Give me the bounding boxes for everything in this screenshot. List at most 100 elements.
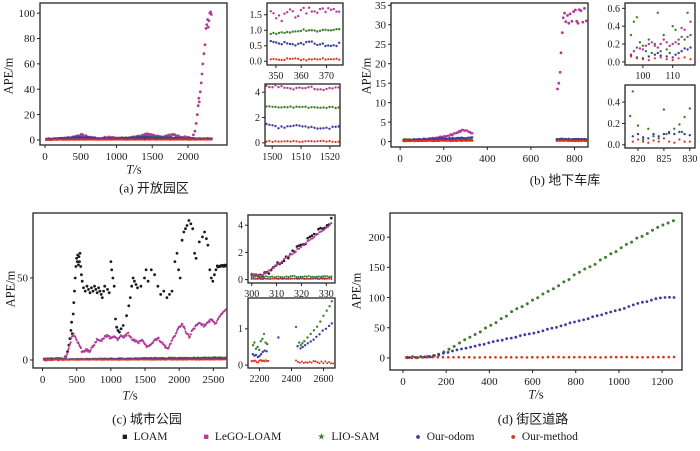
svg-text:0: 0 (381, 136, 387, 148)
legend-item-our-method: ● Our-method (510, 431, 577, 443)
svg-text:500: 500 (68, 374, 85, 386)
svg-text:0: 0 (397, 153, 403, 165)
svg-text:1510: 1510 (291, 152, 311, 163)
svg-text:2500: 2500 (202, 374, 225, 386)
svg-text:0.2: 0.2 (608, 119, 621, 130)
legend-item-loam: ■ LOAM (122, 431, 167, 443)
svg-text:0.4: 0.4 (608, 97, 621, 108)
y-axis-label-d: APE/m (349, 272, 364, 310)
svg-text:2200: 2200 (250, 374, 270, 385)
y-axis-label-b: APE/m (359, 57, 374, 95)
svg-text:1000: 1000 (106, 151, 129, 163)
svg-text:50: 50 (17, 273, 29, 285)
svg-text:2000: 2000 (177, 151, 200, 163)
y-axis-label-c: APE/m (3, 270, 18, 308)
legend-item-lego-loam: ■ LeGO-LOAM (203, 431, 281, 443)
svg-text:0: 0 (23, 355, 29, 367)
svg-text:1500: 1500 (141, 151, 164, 163)
svg-text:40: 40 (24, 84, 36, 96)
svg-text:300: 300 (244, 289, 259, 300)
svg-text:825: 825 (656, 154, 671, 165)
caption-d: (d) 街区道路 (497, 411, 569, 427)
legend-marker-lio-sam: ★ (317, 431, 326, 441)
svg-text:400: 400 (481, 376, 498, 388)
svg-text:0: 0 (400, 376, 406, 388)
svg-text:20: 20 (24, 109, 36, 121)
caption-c: (c) 城市公园 (112, 411, 182, 427)
svg-text:310: 310 (269, 289, 284, 300)
svg-text:100: 100 (369, 292, 386, 304)
y-axis-label-a: APE/m (1, 57, 16, 95)
svg-text:0: 0 (238, 275, 243, 286)
svg-text:0.2: 0.2 (608, 39, 621, 50)
svg-text:200: 200 (438, 376, 455, 388)
caption-a: (a) 开放园区 (119, 180, 189, 196)
svg-text:830: 830 (682, 154, 697, 165)
svg-text:360: 360 (294, 71, 309, 82)
svg-text:50: 50 (374, 322, 386, 334)
svg-text:1500: 1500 (262, 152, 282, 163)
svg-text:30: 30 (375, 20, 387, 32)
legend-label-loam: LOAM (133, 431, 168, 443)
svg-text:1: 1 (238, 324, 243, 335)
legend-label-lego-loam: LeGO-LOAM (214, 431, 282, 443)
svg-text:4: 4 (255, 88, 260, 99)
svg-text:0.0: 0.0 (250, 57, 263, 68)
svg-text:60: 60 (24, 59, 36, 71)
svg-text:10: 10 (375, 97, 387, 109)
legend-marker-our-odom: ● (415, 431, 421, 441)
svg-text:2: 2 (238, 248, 243, 259)
svg-text:0.5: 0.5 (250, 41, 263, 52)
caption-b: (b) 地下车库 (529, 172, 601, 188)
svg-text:35: 35 (375, 0, 387, 12)
legend-label-our-odom: Our-odom (426, 431, 475, 443)
svg-text:1200: 1200 (651, 376, 674, 388)
legend-marker-lego-loam: ■ (203, 431, 209, 441)
svg-text:0.6: 0.6 (608, 4, 621, 15)
svg-text:0: 0 (255, 138, 260, 149)
svg-text:2: 2 (255, 113, 260, 124)
svg-text:500: 500 (73, 151, 90, 163)
svg-text:330: 330 (319, 289, 334, 300)
legend-label-our-method: Our-method (521, 431, 578, 443)
svg-text:0.4: 0.4 (608, 22, 621, 33)
svg-text:1000: 1000 (608, 376, 631, 388)
svg-text:800: 800 (567, 376, 584, 388)
svg-text:100: 100 (19, 8, 36, 20)
svg-text:0: 0 (380, 353, 386, 365)
legend-item-our-odom: ● Our-odom (415, 431, 474, 443)
svg-text:200: 200 (435, 153, 452, 165)
svg-text:0: 0 (238, 360, 243, 371)
svg-text:110: 110 (665, 71, 680, 82)
svg-text:2400: 2400 (282, 374, 302, 385)
svg-text:1.5: 1.5 (250, 10, 263, 21)
svg-text:0.0: 0.0 (608, 57, 621, 68)
svg-text:0: 0 (40, 374, 46, 386)
legend: ■ LOAM ■ LeGO-LOAM ★ LIO-SAM ● Our-odom … (0, 431, 700, 443)
x-axis-label-c: T/s (122, 388, 138, 403)
svg-text:1520: 1520 (320, 152, 340, 163)
svg-text:600: 600 (523, 153, 540, 165)
svg-text:0: 0 (30, 135, 36, 147)
x-axis-label-a: T/s (126, 162, 142, 177)
svg-text:0.0: 0.0 (608, 140, 621, 151)
svg-text:15: 15 (375, 78, 387, 90)
legend-item-lio-sam: ★ LIO-SAM (317, 431, 379, 443)
svg-text:1000: 1000 (100, 374, 123, 386)
svg-text:5: 5 (381, 117, 387, 129)
svg-text:400: 400 (479, 153, 496, 165)
svg-text:820: 820 (630, 154, 645, 165)
svg-text:600: 600 (524, 376, 541, 388)
svg-text:25: 25 (375, 39, 387, 51)
svg-text:4: 4 (238, 221, 243, 232)
svg-text:2000: 2000 (168, 374, 191, 386)
svg-text:350: 350 (268, 71, 283, 82)
svg-text:2600: 2600 (313, 374, 333, 385)
svg-text:800: 800 (566, 153, 583, 165)
legend-marker-our-method: ● (510, 431, 516, 441)
legend-label-lio-sam: LIO-SAM (331, 431, 380, 443)
svg-text:370: 370 (319, 71, 334, 82)
svg-text:320: 320 (294, 289, 309, 300)
